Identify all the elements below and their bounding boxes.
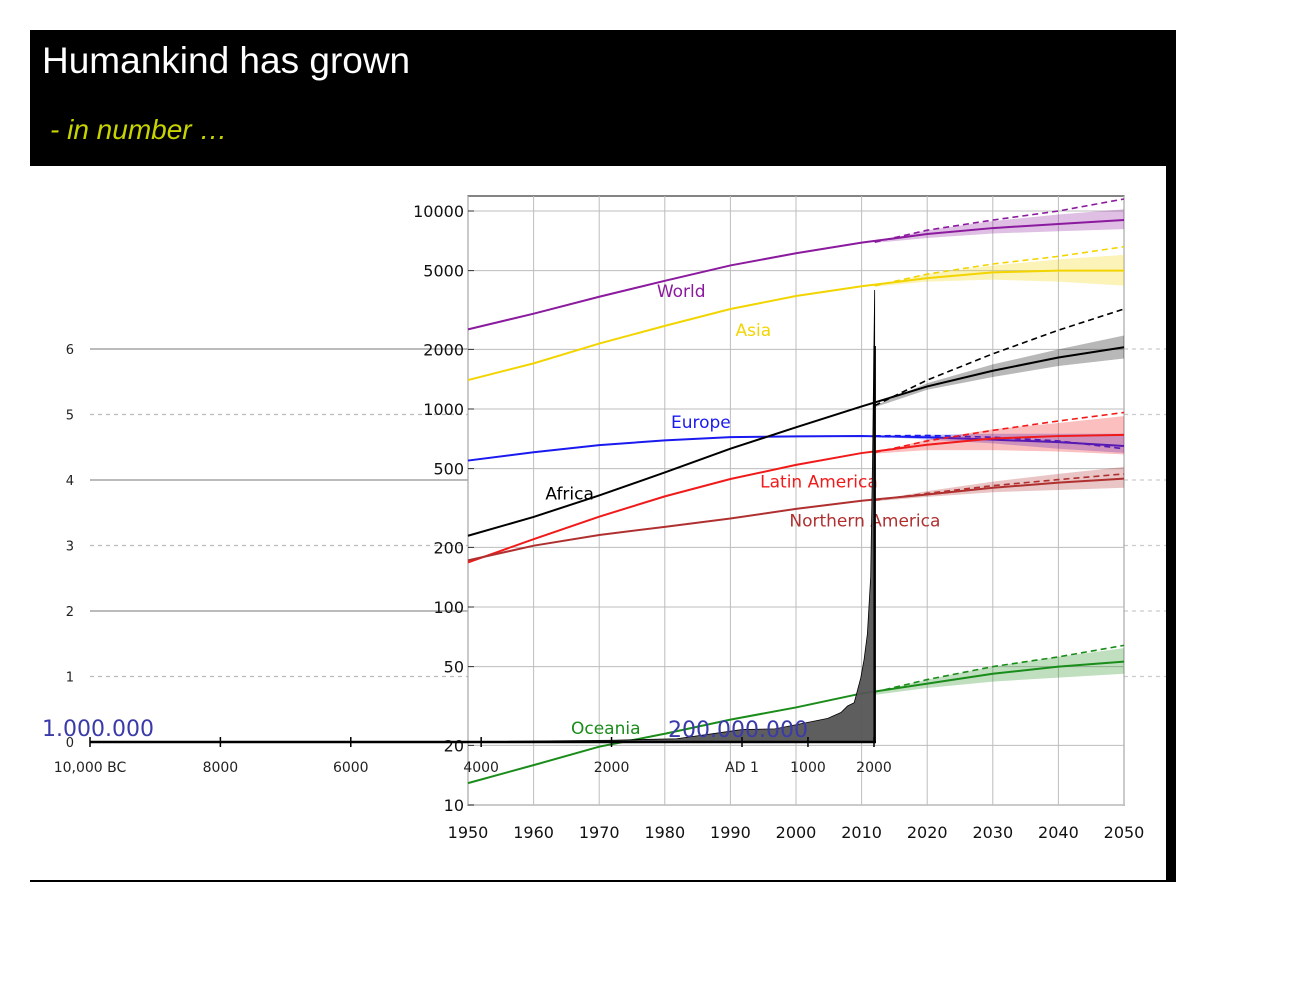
bg-y-tick-label: 5: [66, 409, 74, 424]
bg-x-tick-label: AD 1: [725, 760, 759, 776]
annotation-one-million: 1.000.000: [42, 717, 154, 742]
bg-y-tick-label: 6: [66, 343, 74, 358]
bg-y-tick-label: 4: [66, 474, 74, 489]
band-africa: [874, 335, 1124, 408]
line-world: [467, 219, 1125, 331]
x-tick-label: 2050: [1104, 823, 1145, 842]
series-label-oceania: Oceania: [571, 719, 641, 739]
bg-y-tick-label: 3: [66, 540, 74, 555]
bg-x-tick-label: 8000: [203, 760, 239, 776]
bg-y-tick-label: 2: [66, 605, 74, 620]
y-tick-label: 10000: [413, 202, 464, 221]
bg-x-tick-label: 4000: [463, 760, 499, 776]
slide-bottom-rule: [30, 880, 1176, 882]
high-variant-latin-america: [874, 411, 1125, 454]
y-tick-label: 500: [433, 460, 464, 479]
line-northern-america: [467, 477, 1125, 562]
x-tick-label: 2020: [907, 823, 948, 842]
bg-x-tick-label: 10,000 BC: [54, 760, 127, 776]
y-tick-label: 10: [444, 796, 464, 815]
series-label-asia: Asia: [736, 321, 772, 341]
band-oceania: [874, 648, 1124, 695]
slide-right-border: [1166, 166, 1176, 882]
line-europe: [467, 435, 1125, 462]
bg-x-tick-label: 1000: [790, 760, 826, 776]
x-tick-label: 1960: [513, 823, 554, 842]
line-oceania: [467, 660, 1125, 785]
slide-title: Humankind has grown: [42, 40, 411, 81]
y-tick-label: 100: [433, 598, 464, 617]
line-africa: [467, 346, 1125, 537]
y-tick-label: 50: [444, 658, 464, 677]
series-label-africa: Africa: [545, 484, 594, 504]
bg-x-tick-label: 2000: [856, 760, 892, 776]
series-label-northern-america: Northern America: [789, 512, 940, 532]
bg-x-tick-label: 6000: [333, 760, 369, 776]
band-latin-america: [874, 416, 1124, 455]
series-label-europe: Europe: [671, 413, 731, 433]
y-tick-label: 20: [444, 736, 464, 755]
high-variant-world: [874, 198, 1125, 243]
x-tick-label: 2000: [776, 823, 817, 842]
band-asia: [874, 254, 1124, 287]
x-tick-label: 1950: [448, 823, 489, 842]
line-asia: [467, 269, 1124, 382]
y-tick-label: 2000: [423, 340, 464, 359]
slide-header: Humankind has grown - in number …: [30, 30, 1176, 166]
series-label-latin-america: Latin America: [760, 473, 878, 493]
bg-y-tick-label: 1: [66, 671, 74, 686]
x-tick-label: 1980: [644, 823, 685, 842]
high-variant-oceania: [874, 644, 1125, 693]
band-world: [874, 209, 1124, 243]
high-variant-asia: [874, 245, 1125, 287]
bg-y-tick-label: 0: [66, 736, 74, 751]
series-label-world: World: [657, 282, 706, 302]
bg-x-tick-label: 2000: [594, 760, 630, 776]
annotation-two-hundred-million: 200.000.000: [668, 718, 808, 743]
y-tick-label: 5000: [423, 262, 464, 281]
line-latin-america: [467, 433, 1125, 564]
slide-subtitle: - in number …: [50, 114, 228, 145]
y-tick-label: 200: [433, 538, 464, 557]
x-tick-label: 2030: [972, 823, 1013, 842]
y-tick-label: 1000: [423, 400, 464, 419]
x-tick-label: 1990: [710, 823, 751, 842]
historical-population-area: [89, 290, 876, 743]
series-group: [467, 198, 1125, 785]
high-variant-africa: [874, 308, 1125, 407]
x-tick-label: 2040: [1038, 823, 1079, 842]
x-tick-label: 2010: [841, 823, 882, 842]
x-tick-label: 1970: [579, 823, 620, 842]
